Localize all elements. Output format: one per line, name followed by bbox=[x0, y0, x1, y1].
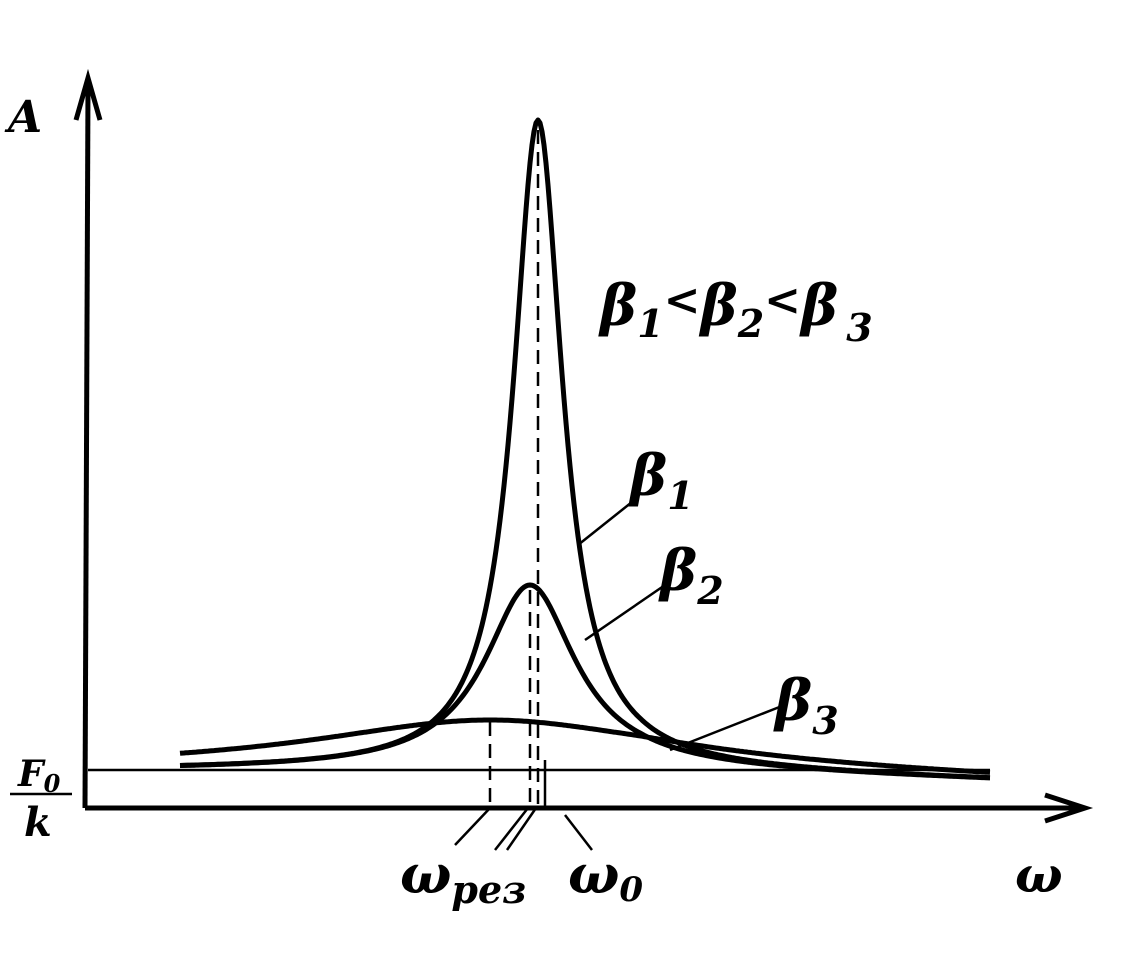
x-arrow bbox=[1044, 792, 1094, 824]
y-label: A bbox=[4, 92, 42, 143]
x-label: ω bbox=[1015, 845, 1063, 904]
origin-numerator: F0 bbox=[17, 753, 61, 798]
origin-denominator: k bbox=[24, 799, 52, 846]
resonance-curve bbox=[179, 717, 991, 775]
curve-label: β2 bbox=[658, 538, 724, 613]
y-arrow bbox=[73, 68, 103, 121]
frequency-label: ωрез bbox=[400, 842, 526, 912]
resonance-curve bbox=[179, 582, 991, 781]
curve-label: β3 bbox=[773, 668, 839, 743]
curve-label: β1 bbox=[628, 443, 694, 518]
y-axis bbox=[82, 84, 91, 809]
frequency-label: ω0 bbox=[568, 842, 643, 910]
leaders bbox=[454, 501, 783, 851]
relation: β1<β2<β 3 bbox=[598, 273, 873, 350]
